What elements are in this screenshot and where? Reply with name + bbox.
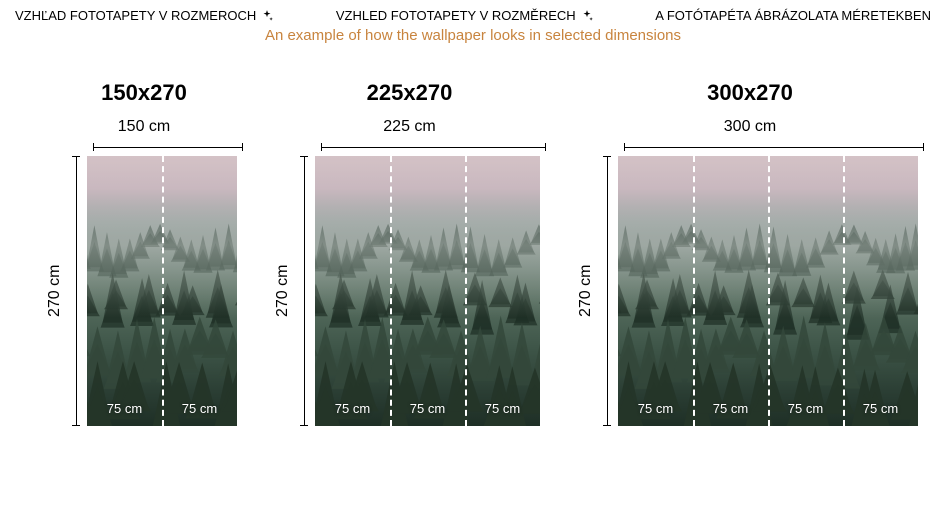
- height-label: 270 cm: [576, 156, 596, 426]
- segment-label: 75 cm: [788, 401, 823, 416]
- segment-label: 75 cm: [485, 401, 520, 416]
- width-label: 300 cm: [724, 118, 776, 136]
- panel: 150x270 150 cm 270 cm 75 cm 75 cm: [45, 80, 243, 426]
- height-ruler: [71, 156, 81, 426]
- segment-labels: 75 cm 75 cm 75 cm 75 cm: [618, 401, 918, 416]
- panel: 300x270 300 cm 270 cm 75 cm 75 cm 75 cm 75 cm: [576, 80, 924, 426]
- height-label: 270 cm: [45, 156, 65, 426]
- height-ruler: [299, 156, 309, 426]
- panel-divider: [693, 156, 695, 426]
- height-ruler: [602, 156, 612, 426]
- header-sk: VZHĽAD FOTOTAPETY V ROZMEROCH: [15, 8, 274, 23]
- header-cz: VZHLED FOTOTAPETY V ROZMĚRECH: [336, 8, 594, 23]
- panel-divider: [390, 156, 392, 426]
- header-sk-text: VZHĽAD FOTOTAPETY V ROZMEROCH: [15, 8, 256, 23]
- width-ruler: [321, 142, 546, 152]
- segment-labels: 75 cm 75 cm 75 cm: [315, 401, 540, 416]
- subtitle: An example of how the wallpaper looks in…: [15, 27, 931, 44]
- segment-label: 75 cm: [638, 401, 673, 416]
- header-hu-text: A FOTÓTAPÉTA ÁBRÁZOLATA MÉRETEKBEN: [655, 8, 931, 23]
- panel-title: 225x270: [367, 80, 453, 106]
- panel-divider: [162, 156, 164, 426]
- sparkle-icon: [260, 9, 274, 23]
- segment-labels: 75 cm 75 cm: [87, 401, 237, 416]
- segment-label: 75 cm: [713, 401, 748, 416]
- height-label: 270 cm: [273, 156, 293, 426]
- panel-divider: [768, 156, 770, 426]
- panel-title: 150x270: [101, 80, 187, 106]
- segment-label: 75 cm: [107, 401, 142, 416]
- panel-divider: [843, 156, 845, 426]
- wallpaper-image: 75 cm 75 cm 75 cm 75 cm: [618, 156, 918, 426]
- segment-label: 75 cm: [182, 401, 217, 416]
- sparkle-icon: [580, 9, 594, 23]
- segment-label: 75 cm: [335, 401, 370, 416]
- segment-label: 75 cm: [410, 401, 445, 416]
- header-hu: A FOTÓTAPÉTA ÁBRÁZOLATA MÉRETEKBEN: [655, 8, 931, 23]
- width-ruler: [93, 142, 243, 152]
- wallpaper-image: 75 cm 75 cm 75 cm: [315, 156, 540, 426]
- panel-divider: [465, 156, 467, 426]
- wallpaper-image: 75 cm 75 cm: [87, 156, 237, 426]
- width-label: 150 cm: [118, 118, 170, 136]
- width-label: 225 cm: [383, 118, 435, 136]
- panel-title: 300x270: [707, 80, 793, 106]
- header-cz-text: VZHLED FOTOTAPETY V ROZMĚRECH: [336, 8, 576, 23]
- header-row: VZHĽAD FOTOTAPETY V ROZMEROCH VZHLED FOT…: [15, 8, 931, 23]
- panels-container: 150x270 150 cm 270 cm 75 cm 75 cm 225x270 225 …: [15, 80, 931, 426]
- width-ruler: [624, 142, 924, 152]
- segment-label: 75 cm: [863, 401, 898, 416]
- panel: 225x270 225 cm 270 cm 75 cm 75 cm 75 cm: [273, 80, 546, 426]
